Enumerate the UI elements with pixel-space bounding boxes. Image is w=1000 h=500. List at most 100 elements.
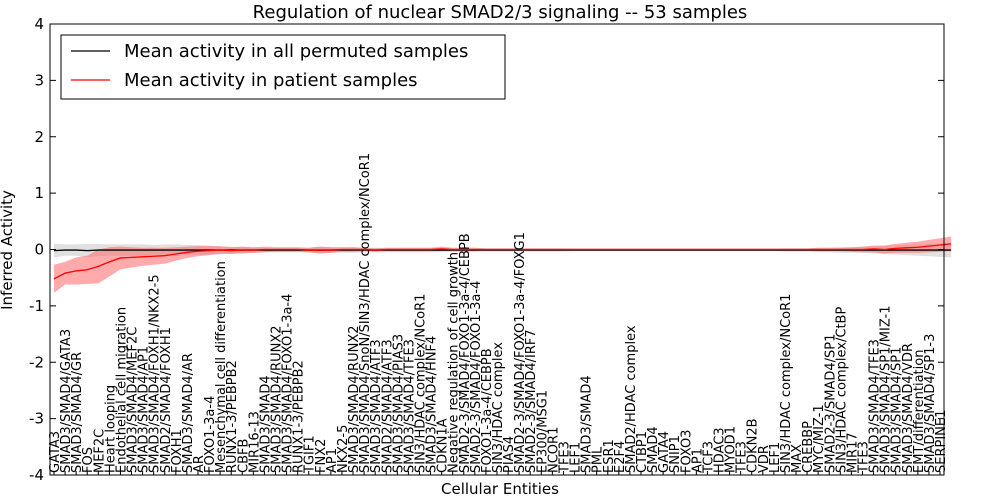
x-tick-label: FOXO3 bbox=[679, 430, 694, 473]
y-tick-label: -4 bbox=[29, 466, 44, 484]
x-tick-label: SMAD3/SMAD4/GATA3 bbox=[59, 329, 74, 473]
x-tick-label: SMAD3/SMAD4/TFE3 bbox=[868, 339, 883, 473]
x-tick-label: SMAD3/SMAD4/TFE3 bbox=[402, 339, 417, 473]
x-tick-label: SMAD3/SMAD4/ATF3 bbox=[369, 339, 384, 473]
x-tick-label: MIR16-13 bbox=[247, 411, 262, 473]
x-tick-label: SMAD2/SMAD4/FOXH1 bbox=[159, 327, 174, 473]
x-tick-label: MYC/MIZ-1 bbox=[812, 404, 827, 473]
series-line-patient bbox=[53, 243, 952, 280]
x-tick-label: SERPINE1 bbox=[934, 410, 949, 473]
x-tick-label: SMAD3/SMAD4 bbox=[580, 375, 595, 473]
x-tick-label: GATA4 bbox=[657, 431, 672, 473]
x-tick-label: NKX2-5 bbox=[336, 425, 351, 473]
x-tick-label: FOS bbox=[81, 447, 96, 473]
chart-title: Regulation of nuclear SMAD2/3 signaling … bbox=[253, 2, 748, 23]
x-tick-label: TGIF1 bbox=[303, 435, 318, 474]
x-tick-label: EMT/differentiation bbox=[912, 350, 927, 473]
x-tick-label: RUNX1-3/PEBPB2 bbox=[225, 360, 240, 473]
x-tick-label: MYOD1 bbox=[724, 426, 739, 473]
x-tick-label: SMAD3/SMAD4/VDR bbox=[901, 343, 916, 473]
x-tick-label: LEF1 bbox=[569, 442, 584, 473]
y-axis-label: Inferred Activity bbox=[0, 190, 16, 310]
x-tick-label: FOXO1-3a-4/CEBPB bbox=[480, 348, 495, 473]
y-tick-label: -1 bbox=[29, 297, 44, 315]
x-tick-label: SMAD3/SMAD4/MEF2C bbox=[126, 327, 141, 473]
x-tick-label: Negative regulation of cell growth bbox=[447, 252, 462, 473]
x-tick-label: SMAD3/SMAD4/FOXO1-3a-4 bbox=[281, 294, 296, 473]
x-tick-label: MEF2C bbox=[92, 429, 107, 473]
x-tick-label: PML bbox=[591, 446, 606, 473]
x-tick-label: SMAD2/HDAC complex bbox=[624, 325, 639, 473]
plot-frame bbox=[49, 23, 945, 476]
x-tick-label: CTBP1 bbox=[635, 431, 650, 473]
x-tick-label: HDAC3 bbox=[713, 427, 728, 473]
x-tick-label: E2F4 bbox=[613, 441, 628, 473]
x-tick-label: SMAD3/SMAD4/RUNX2 bbox=[270, 326, 285, 474]
x-tick-label: SMAD2-3/SMAD4/FOXO1-3a-4/CEBPB bbox=[458, 233, 473, 473]
x-tick-label: CBFB bbox=[236, 439, 251, 473]
x-tick-label: EP300/MSG1 bbox=[535, 390, 550, 473]
legend-label-permuted: Mean activity in all permuted samples bbox=[124, 41, 468, 62]
x-tick-label: ESR1 bbox=[602, 439, 617, 473]
y-tick-label: -3 bbox=[29, 410, 44, 428]
x-tick-label: SIN3/HDAC complex/CtBP bbox=[834, 307, 849, 473]
legend-box bbox=[60, 34, 506, 100]
x-tick-label: PIAS4 bbox=[502, 436, 517, 473]
x-tick-label: SNIP1 bbox=[668, 435, 683, 473]
x-tick-label: MAX bbox=[790, 444, 805, 473]
x-tick-label: CDKN1A bbox=[436, 418, 451, 473]
x-tick-label: CREBBP bbox=[801, 421, 816, 473]
x-tick-label: SMAD3/SMAD4/SnoN/SIN3/HDAC complex/NCoR1 bbox=[358, 153, 373, 473]
x-tick-label: CDKN2B bbox=[746, 418, 761, 473]
x-tick-label: RUNX1-3/PEBPB2 bbox=[292, 360, 307, 473]
x-tick-label: SMAD3/SMAD4/FOXH1/NKX2-5 bbox=[148, 274, 163, 473]
x-tick-label: SMAD2-3/SMAD4/FOXO1-3a-4/FOXG1 bbox=[513, 232, 528, 473]
x-tick-label: LEF1 bbox=[768, 442, 783, 473]
y-tick-label: 1 bbox=[34, 184, 44, 202]
x-tick-label: SMAD3/SMAD4/PIAS3 bbox=[391, 334, 406, 473]
x-tick-label: SIN3/HDAC complex bbox=[491, 342, 506, 473]
series-lines bbox=[53, 243, 952, 280]
x-tick-label: Endothelial cell migration bbox=[114, 307, 129, 473]
y-tick-label: 0 bbox=[34, 241, 44, 259]
x-axis-label: Cellular Entities bbox=[441, 480, 559, 498]
x-tick-label: SMAD3/SMAD4/HNF4 bbox=[425, 336, 440, 473]
x-tick-label: SMAD3/SMAD4/AP1 bbox=[137, 346, 152, 473]
x-tick-label: SMAD2-3/SMAD4/IRF7 bbox=[524, 329, 539, 473]
y-tick-label: -2 bbox=[29, 353, 44, 371]
x-tick-label: SMAD2-3/SMAD4/FOXO1-3a-4 bbox=[469, 281, 484, 473]
x-tick-label: TCF3 bbox=[701, 441, 716, 474]
x-tick-label: SMAD3/SMAD4/AR bbox=[181, 353, 196, 473]
x-tick-label: Heart looping bbox=[103, 385, 118, 473]
x-tick-label: GATA3 bbox=[48, 431, 63, 473]
x-tick-label: AP1 bbox=[690, 448, 705, 473]
x-tick-label: SIN3/HDAC complex/NCoR1 bbox=[779, 294, 794, 473]
y-tick-label: 2 bbox=[34, 128, 44, 146]
y-tick-label: 3 bbox=[34, 71, 44, 89]
x-tick-label: SMAD3/SMAD4/GR bbox=[70, 352, 85, 473]
legend: Mean activity in all permuted samples Me… bbox=[60, 34, 506, 100]
x-tick-label: NCOR1 bbox=[546, 427, 561, 473]
x-tick-label: TFE3 bbox=[856, 441, 871, 474]
x-tick-label: SMAD3/SMAD4 bbox=[258, 375, 273, 473]
x-tick-label: SMAD3/SMAD4/SP1/MIZ-1 bbox=[879, 306, 894, 473]
x-tick-label: VDR bbox=[757, 445, 772, 473]
x-tick-label: AP1 bbox=[325, 448, 340, 473]
x-tick-label: AR bbox=[192, 455, 207, 473]
x-tick-label: FOXO1-3a-4 bbox=[203, 396, 218, 473]
x-tick-label: SMAD3/SMAD4/RUNX2 bbox=[347, 326, 362, 474]
y-tick-label: 4 bbox=[34, 15, 44, 33]
x-tick-label: MIR17 bbox=[845, 432, 860, 473]
x-tick-label: FNX2 bbox=[314, 439, 329, 473]
x-tick-label: SMAD3/SMAD4/SP1 bbox=[890, 347, 905, 473]
x-tick-label: SMAD4 bbox=[646, 426, 661, 473]
x-tick-label: TFE3 bbox=[557, 441, 572, 474]
x-tick-label: SMAD2/SMAD4/ATF3 bbox=[380, 339, 395, 473]
x-tick-label: SMAD3/SMAD4/SP1-3 bbox=[923, 334, 938, 473]
x-tick-label: FOXH1 bbox=[170, 429, 185, 473]
x-tick-label: SMAD2-3/SMAD4/SP1 bbox=[823, 334, 838, 473]
legend-label-patient: Mean activity in patient samples bbox=[124, 70, 418, 91]
x-tick-label: TFE3 bbox=[735, 441, 750, 474]
x-tick-label: Mesenchymal cell differentiation bbox=[214, 261, 229, 473]
